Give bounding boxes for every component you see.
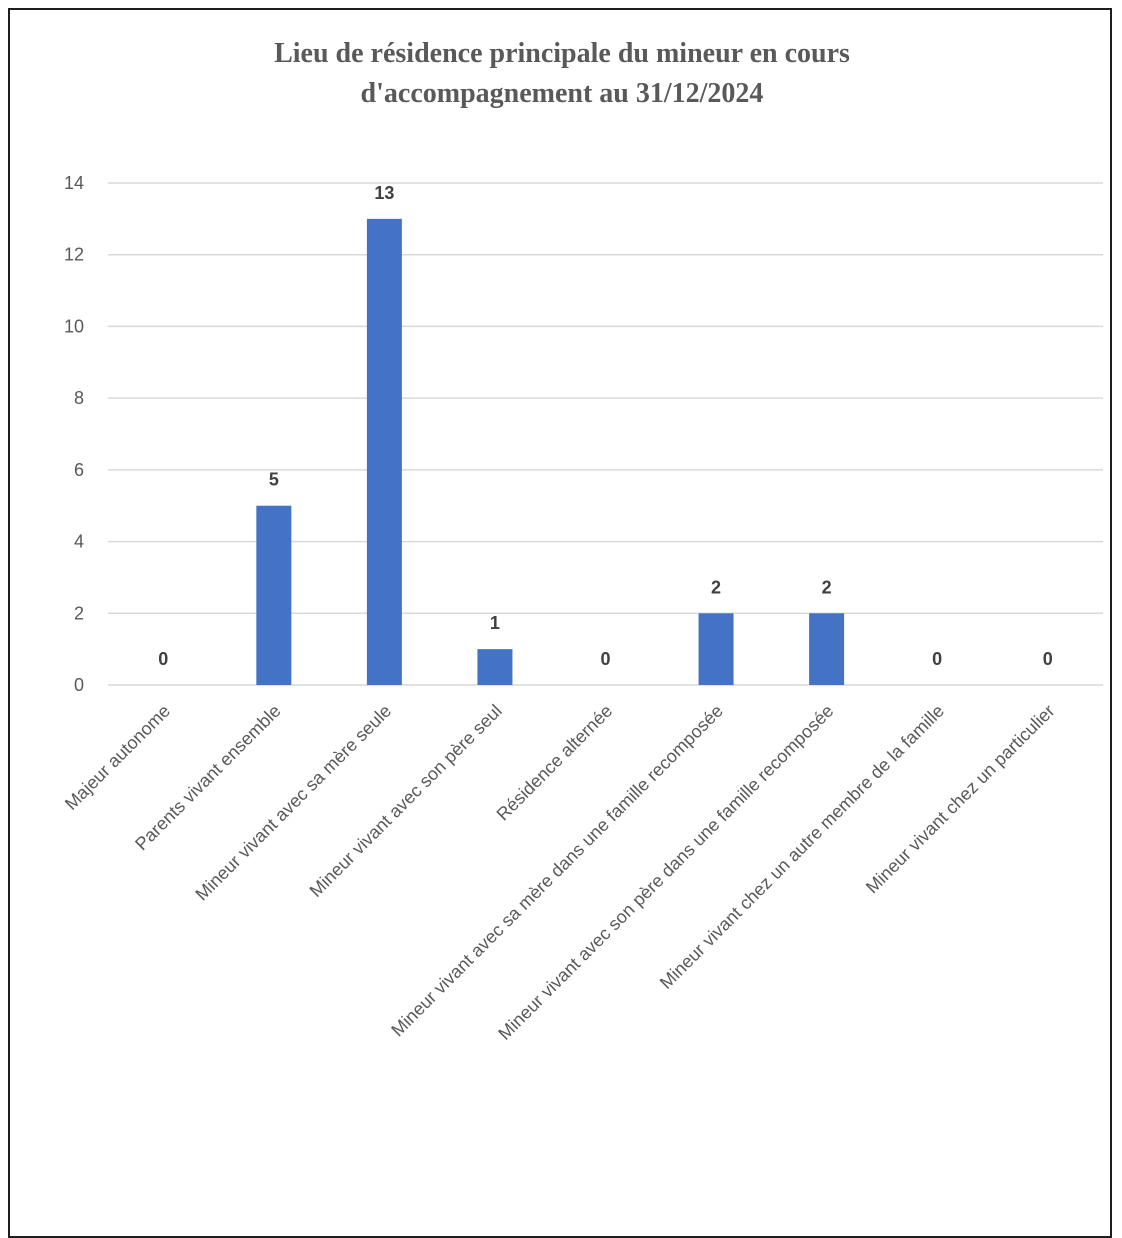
y-tick-label-6: 6 — [74, 460, 84, 480]
category-label-5: Résidence alternée — [493, 701, 617, 825]
chart-title-line-2: d'accompagnement au 31/12/2024 — [360, 78, 764, 109]
y-tick-label-14: 14 — [64, 173, 84, 193]
bars — [256, 218, 845, 685]
category-label-9: Mineur vivant chez un particulier — [862, 701, 1059, 898]
data-label-8: 0 — [932, 649, 942, 669]
category-label-4: Mineur vivant avec son père seul — [306, 701, 506, 901]
y-tick-label-2: 2 — [74, 603, 84, 623]
bar-7 — [809, 613, 845, 685]
y-tick-label-4: 4 — [74, 532, 84, 552]
chart-title-line-1: Lieu de résidence principale du mineur e… — [274, 38, 850, 69]
bar-3 — [366, 218, 402, 685]
chart-title: Lieu de résidence principale du mineur e… — [10, 34, 1114, 114]
data-label-9: 0 — [1043, 649, 1053, 669]
data-labels: 0 5 13 1 0 2 2 0 0 — [158, 183, 1052, 669]
data-label-7: 2 — [822, 577, 832, 597]
bar-2 — [256, 505, 292, 685]
y-tick-label-8: 8 — [74, 388, 84, 408]
category-label-3: Mineur vivant avec sa mère seule — [191, 701, 395, 905]
y-axis-tick-labels: 0 2 4 6 8 10 12 14 — [64, 173, 84, 695]
data-label-4: 1 — [490, 613, 500, 633]
y-tick-label-10: 10 — [64, 316, 84, 336]
data-label-6: 2 — [711, 577, 721, 597]
category-label-1: Majeur autonome — [61, 701, 174, 814]
y-tick-label-12: 12 — [64, 245, 84, 265]
y-tick-label-0: 0 — [74, 675, 84, 695]
bar-6 — [698, 613, 734, 685]
data-label-3: 13 — [374, 183, 394, 203]
data-label-2: 5 — [269, 470, 279, 490]
chart-frame: Lieu de résidence principale du mineur e… — [8, 8, 1112, 1238]
bar-4 — [477, 649, 513, 685]
data-label-5: 0 — [600, 649, 610, 669]
data-label-1: 0 — [158, 649, 168, 669]
